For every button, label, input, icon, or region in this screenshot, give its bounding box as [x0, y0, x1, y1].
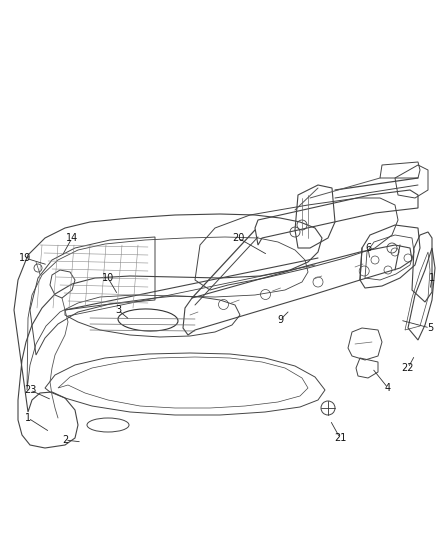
- Text: 14: 14: [66, 233, 78, 243]
- Text: 6: 6: [365, 243, 371, 253]
- Text: 20: 20: [232, 233, 244, 243]
- Text: 4: 4: [385, 383, 391, 393]
- Text: 22: 22: [402, 363, 414, 373]
- Text: 21: 21: [334, 433, 346, 443]
- Text: 9: 9: [277, 315, 283, 325]
- Text: 3: 3: [115, 305, 121, 315]
- Text: 23: 23: [24, 385, 36, 395]
- Text: 2: 2: [62, 435, 68, 445]
- Text: 5: 5: [427, 323, 433, 333]
- Text: 19: 19: [19, 253, 31, 263]
- Text: 1: 1: [25, 413, 31, 423]
- Text: 10: 10: [102, 273, 114, 283]
- Text: 1: 1: [429, 273, 435, 283]
